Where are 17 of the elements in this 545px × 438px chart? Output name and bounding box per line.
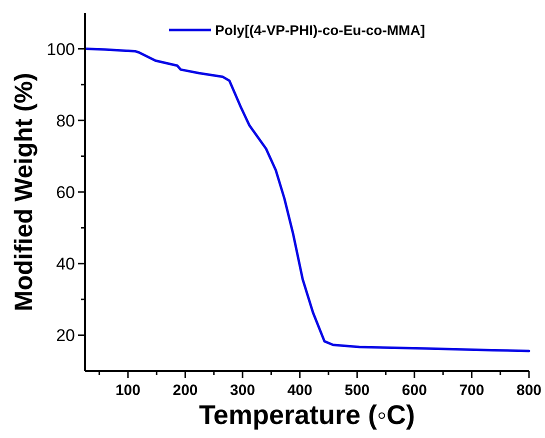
x-tick-label: 600 — [402, 382, 427, 399]
x-tick-label: 700 — [459, 382, 484, 399]
line-series — [84, 48, 530, 352]
x-tick-label: 500 — [344, 382, 370, 399]
x-axis-title: Temperature (◦C) — [198, 400, 416, 430]
y-tick-label: 20 — [56, 326, 75, 346]
x-tick-label: 400 — [287, 382, 312, 399]
y-tick-label: 60 — [56, 183, 75, 202]
y-tick-label: 40 — [56, 254, 75, 274]
x-tick-label: 100 — [115, 382, 140, 399]
x-tick-label: 200 — [172, 382, 198, 399]
x-tick-label: 800 — [516, 382, 542, 399]
y-tick-label: 100 — [46, 40, 75, 59]
y-tick-label: 80 — [56, 111, 75, 130]
y-axis-title: Modified Weight (%) — [10, 72, 38, 312]
legend-label: Poly[(4-VP-PHI)-co-Eu-co-MMA] — [215, 22, 425, 38]
x-tick-label: 300 — [230, 382, 256, 399]
